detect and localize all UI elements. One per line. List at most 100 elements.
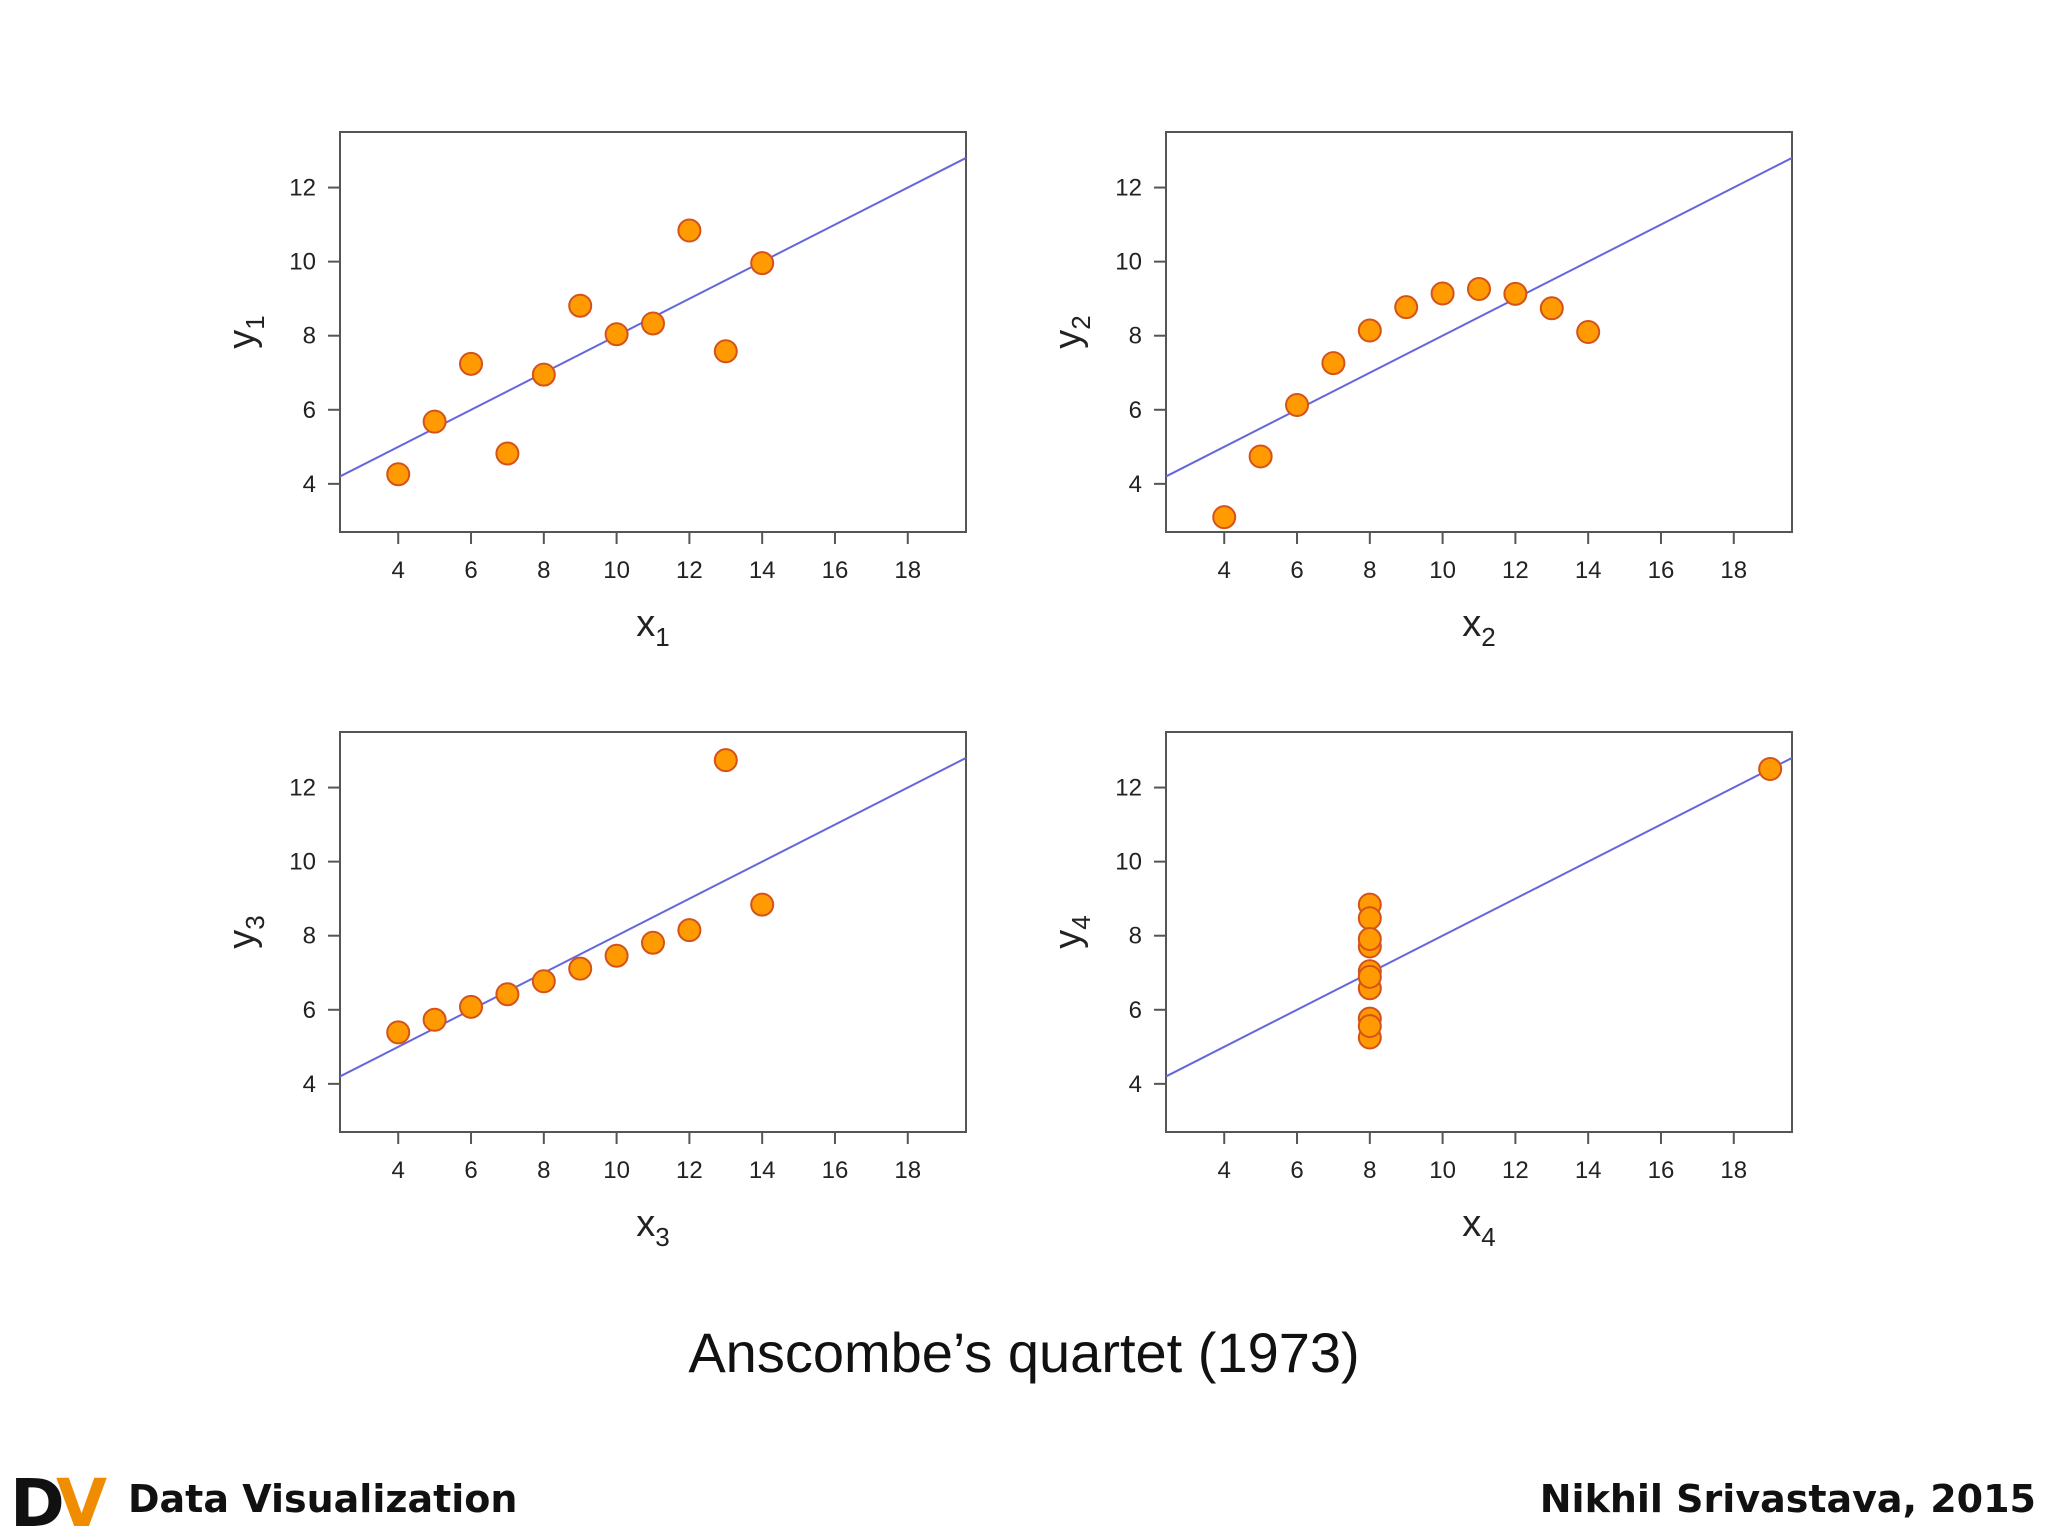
y-tick-label-4-12: 12 [1115, 775, 1142, 802]
x-tick-label-2-18: 18 [1720, 557, 1747, 584]
data-point-4-9 [1357, 1014, 1382, 1039]
y-tick-label-3-12: 12 [289, 775, 316, 802]
y-axis-label-2: y2 [1047, 315, 1096, 348]
y-tick-label-3-10: 10 [289, 849, 316, 876]
y-tick-label-2-12: 12 [1115, 175, 1142, 202]
x-tick-label-1-16: 16 [822, 557, 849, 584]
regression-line-2 [1165, 157, 1793, 478]
logo-letter-v: V [56, 1468, 107, 1530]
data-point-2-5 [1467, 277, 1491, 302]
x-tick-label-2-8: 8 [1363, 557, 1376, 584]
x-tick-label-2-6: 6 [1290, 557, 1303, 584]
x-axis-label-sub-3: 3 [655, 1222, 669, 1252]
x-tick-label-1-8: 8 [537, 557, 550, 584]
data-point-1-5 [641, 311, 665, 336]
data-point-2-1 [1430, 281, 1455, 306]
x-tick-label-3-14: 14 [749, 1157, 776, 1184]
logo-letter-d: D [10, 1468, 65, 1530]
y-tick-label-2-10: 10 [1115, 249, 1142, 276]
data-point-3-1 [604, 943, 629, 968]
y-axis-label-1: y1 [221, 315, 270, 348]
x-tick-label-1-6: 6 [464, 557, 477, 584]
x-tick-label-4-6: 6 [1290, 1157, 1303, 1184]
y-tick-label-2-6: 6 [1129, 397, 1142, 424]
y-tick-label-4-8: 8 [1129, 923, 1142, 950]
footer-brand: D V Data Visualization [10, 1468, 517, 1530]
data-point-3-2 [531, 969, 556, 994]
data-point-2-7 [1285, 392, 1310, 417]
x-tick-label-2-16: 16 [1648, 557, 1675, 584]
data-point-1-10 [495, 441, 520, 466]
y-axis-label-3: y3 [221, 915, 270, 948]
x-tick-label-2-12: 12 [1502, 557, 1529, 584]
y-axis-label-sub-2: 2 [1066, 315, 1096, 329]
y-tick-label-1-6: 6 [303, 397, 316, 424]
x-tick-label-2-14: 14 [1575, 557, 1602, 584]
x-axis-label-sub-2: 2 [1481, 622, 1495, 652]
y-axis-label-sub-1: 1 [240, 315, 270, 329]
data-point-2-4 [1394, 295, 1419, 320]
data-point-2-3 [1539, 296, 1564, 321]
data-point-3-6 [750, 892, 775, 917]
plot-frame-2 [1165, 131, 1793, 533]
footer-title: Data Visualization [128, 1477, 518, 1521]
x-tick-label-3-18: 18 [894, 1157, 921, 1184]
x-axis-label-1: x1 [636, 603, 669, 652]
x-tick-label-3-10: 10 [603, 1157, 630, 1184]
data-point-1-4 [568, 293, 593, 318]
x-axis-label-3: x3 [636, 1203, 669, 1252]
y-tick-label-3-4: 4 [303, 1071, 316, 1098]
y-tick-label-2-8: 8 [1129, 323, 1142, 350]
x-tick-label-4-18: 18 [1720, 1157, 1747, 1184]
x-axis-label-sub-4: 4 [1481, 1222, 1495, 1252]
y-axis-label-sub-4: 4 [1066, 915, 1096, 929]
y-axis-label-4: y4 [1047, 915, 1096, 948]
x-tick-label-3-6: 6 [464, 1157, 477, 1184]
x-tick-label-2-4: 4 [1218, 557, 1231, 584]
x-tick-label-3-12: 12 [676, 1157, 703, 1184]
x-tick-label-1-18: 18 [894, 557, 921, 584]
x-tick-label-2-10: 10 [1429, 557, 1456, 584]
data-point-3-11 [422, 1007, 447, 1032]
data-point-3-10 [495, 982, 520, 1007]
data-point-2-9 [1503, 281, 1528, 306]
x-tick-label-4-8: 8 [1363, 1157, 1376, 1184]
data-point-4-11 [1357, 964, 1382, 989]
y-tick-label-1-12: 12 [289, 175, 316, 202]
y-tick-label-4-4: 4 [1129, 1071, 1142, 1098]
data-point-3-3 [713, 748, 738, 773]
data-point-2-11 [1248, 444, 1273, 469]
y-tick-label-2-4: 4 [1129, 471, 1142, 498]
plot-frame-4 [1165, 731, 1793, 1133]
scatter-panel-3: 4 6 8 10 12 14 16 18 4 6 8 10 12 x3 y3 [221, 731, 967, 1252]
scatter-panel-4: 4 6 8 10 12 14 16 18 4 6 8 10 12 x4 y4 [1047, 731, 1793, 1252]
data-point-2-2 [1357, 318, 1382, 343]
y-axis-label-sub-3: 3 [240, 915, 270, 929]
x-tick-label-1-12: 12 [676, 557, 703, 584]
data-point-2-10 [1321, 351, 1346, 376]
data-point-1-1 [604, 322, 629, 347]
scatter-panel-1: 4 6 8 10 12 14 16 18 4 6 8 10 12 x1 y1 [221, 131, 967, 652]
y-tick-label-3-6: 6 [303, 997, 316, 1024]
x-tick-label-1-4: 4 [392, 557, 405, 584]
data-point-1-8 [386, 462, 411, 487]
footer-author: Nikhil Srivastava, 2015 [1539, 1477, 2036, 1521]
y-tick-label-1-4: 4 [303, 471, 316, 498]
data-point-3-9 [677, 918, 702, 943]
data-point-1-3 [713, 339, 738, 364]
y-tick-label-1-10: 10 [289, 249, 316, 276]
data-point-2-8 [1212, 505, 1237, 530]
data-point-2-6 [1576, 320, 1601, 344]
data-point-1-6 [750, 251, 775, 276]
x-tick-label-4-14: 14 [1575, 1157, 1602, 1184]
data-point-4-8 [1758, 757, 1783, 782]
x-tick-label-3-16: 16 [822, 1157, 849, 1184]
regression-line-4 [1165, 757, 1793, 1078]
x-tick-label-3-4: 4 [392, 1157, 405, 1184]
chart-caption: Anscombe’s quartet (1973) [688, 1321, 1360, 1384]
dv-logo: D V [10, 1468, 107, 1530]
x-axis-label-sub-1: 1 [655, 622, 669, 652]
data-point-3-5 [641, 930, 665, 955]
x-tick-label-1-10: 10 [603, 557, 630, 584]
